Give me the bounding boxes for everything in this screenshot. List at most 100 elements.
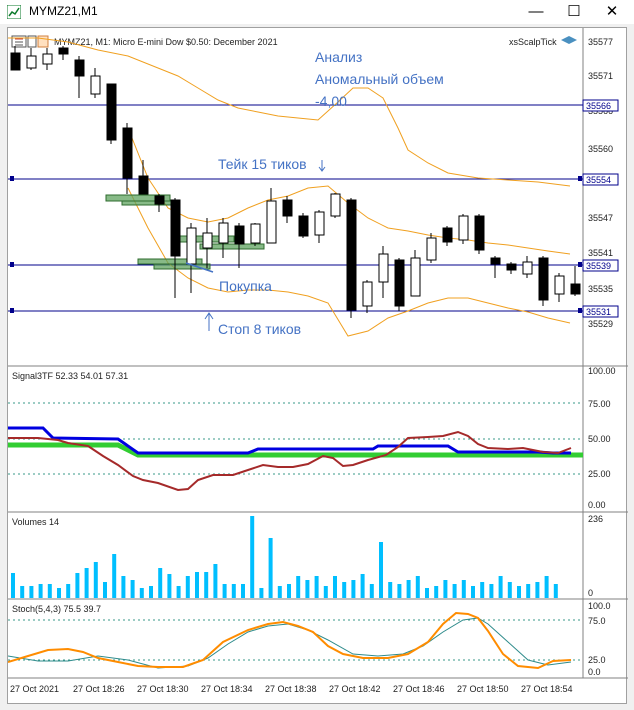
volumes-pane[interactable]: Volumes 14 236 0 [8, 512, 628, 600]
volume-bar [121, 576, 126, 598]
volume-bar [277, 586, 282, 598]
volume-bar [471, 586, 475, 598]
bull-candle [426, 237, 437, 261]
bull-candle [202, 232, 213, 249]
bear-candle [234, 225, 245, 245]
volume-bar [296, 576, 301, 598]
volumes-indicator-label: Volumes 14 [12, 517, 59, 527]
volume-bar [434, 586, 439, 598]
time-tick: 27 Oct 18:30 [137, 684, 189, 694]
take-arrow-icon [318, 160, 326, 172]
time-tick: 27 Oct 2021 [10, 684, 59, 694]
level-lines [8, 104, 583, 313]
stochastic-indicator-label: Stoch(5,4,3) 75.5 39.7 [12, 604, 101, 614]
upper-band-line [8, 37, 571, 187]
volume-bar [526, 584, 531, 598]
anomaly-label: Аномальный объем [315, 71, 444, 87]
expert-name: xsScalpTick [509, 37, 557, 47]
level-label-take: 35554 [586, 175, 611, 185]
chart-window[interactable]: MYMZ21, M1: Micro E-mini Dow $0.50: Dece… [7, 27, 628, 705]
close-button[interactable]: ✕ [605, 3, 619, 20]
bull-candle [410, 257, 421, 297]
signal-axis: 100.00 75.00 50.00 25.00 0.00 [588, 366, 616, 510]
svg-text:0.00: 0.00 [588, 500, 606, 510]
bull-candle [362, 281, 373, 307]
bull-candle [250, 223, 261, 244]
volume-bar [305, 580, 310, 598]
stoch-main-line [7, 611, 572, 670]
volume-bar [11, 573, 15, 598]
volume-bar [57, 588, 61, 598]
volume-bar [103, 582, 107, 598]
stop-arrow-icon [204, 312, 214, 331]
volume-bar [29, 586, 34, 598]
price-pane[interactable]: MYMZ21, M1: Micro E-mini Dow $0.50: Dece… [8, 28, 628, 367]
volume-bar [544, 576, 549, 598]
volume-bar [20, 586, 25, 598]
bear-candle [538, 257, 549, 301]
bear-candle [570, 283, 581, 295]
dom-icon[interactable] [37, 35, 49, 48]
bear-candle [506, 263, 517, 271]
volume-bar [535, 582, 540, 598]
price-tick: 35547 [588, 213, 613, 223]
bull-candle [90, 75, 101, 95]
bear-candle [298, 215, 309, 237]
volume-bar [452, 584, 457, 598]
chart-symbol-description: MYMZ21, M1: Micro E-mini Dow $0.50: Dece… [54, 37, 278, 47]
volume-bar [176, 586, 181, 598]
bull-candle [522, 261, 533, 275]
volume-bar [268, 538, 273, 598]
price-tick: 35577 [588, 37, 613, 47]
bear-candle [282, 199, 293, 217]
trade-annotations: Анализ Аномальный объем -4,00 Тейк 15 ти… [185, 49, 444, 337]
volume-bar [379, 542, 383, 598]
bull-candle [314, 211, 325, 236]
stoch-signal-line [7, 617, 572, 669]
bull-candle [266, 200, 277, 244]
take-profit-label: Тейк 15 тиков [218, 156, 307, 172]
candlesticks [10, 46, 581, 318]
volume-bar [489, 584, 494, 598]
svg-text:25.0: 25.0 [588, 655, 606, 665]
volume-bar [241, 584, 245, 598]
volume-bar [204, 572, 209, 598]
volume-bar [259, 588, 264, 598]
volume-bar [443, 580, 448, 598]
volume-bar [149, 586, 153, 598]
volume-bar [397, 584, 402, 598]
price-tick: 35541 [588, 248, 613, 258]
minimize-button[interactable]: — [528, 3, 544, 20]
bear-candle [58, 47, 69, 55]
level-label-anomaly: 35566 [586, 101, 611, 111]
bear-candle [122, 127, 133, 179]
chart-properties-icon[interactable] [27, 35, 37, 48]
volume-bar [130, 580, 135, 598]
stochastic-pane[interactable]: Stoch(5,4,3) 75.5 39.7 100.0 75.0 25.0 0… [7, 599, 628, 679]
volume-bar [158, 568, 163, 598]
signal-pane[interactable]: Signal3TF 52.33 54.01 57.31 100.00 75.00… [8, 366, 628, 513]
volume-bar [323, 586, 328, 598]
time-tick: 27 Oct 18:38 [265, 684, 317, 694]
window-titlebar: MYMZ21,M1 — ☐ ✕ [0, 0, 634, 24]
level-price-labels: 35566 35554 35539 35531 [582, 99, 619, 318]
expert-hat-icon [561, 36, 577, 44]
lower-band-line [127, 187, 571, 337]
signal-blue-line [8, 426, 571, 455]
volume-bar [66, 584, 71, 598]
volume-bar [38, 584, 43, 598]
stochastic-axis: 100.0 75.0 25.0 0.0 [588, 601, 611, 677]
bull-candle [378, 253, 389, 283]
restore-button[interactable]: ☐ [567, 3, 581, 20]
bear-candle [138, 175, 149, 195]
volumes-max-tick: 236 [588, 514, 603, 524]
price-tick: 35529 [588, 319, 613, 329]
volume-bar [360, 574, 365, 598]
volume-bar [480, 582, 485, 598]
volume-bar [84, 568, 89, 598]
bear-candle [394, 259, 405, 307]
chart-canvas[interactable]: MYMZ21, M1: Micro E-mini Dow $0.50: Dece… [7, 28, 628, 705]
volume-bar [425, 588, 429, 598]
time-tick: 27 Oct 18:26 [73, 684, 125, 694]
volume-bar [250, 516, 255, 598]
